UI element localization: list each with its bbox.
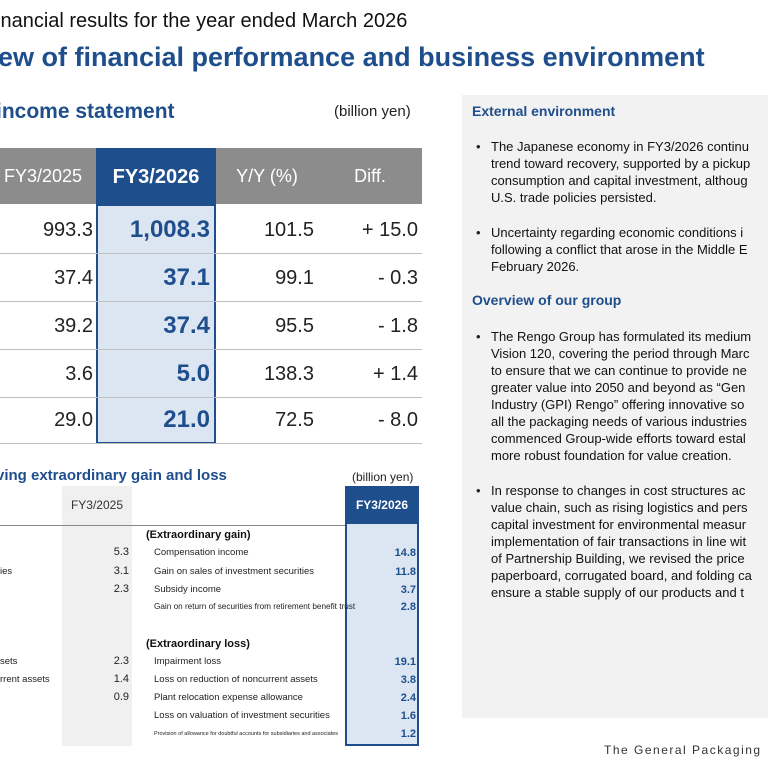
table-row: 39.2 37.4 95.5 - 1.8 xyxy=(0,302,422,350)
cell-diff: - 1.8 xyxy=(377,315,418,337)
bullet-line: of Partnership Building, we revised the … xyxy=(491,551,745,566)
loss-item-value: 19.1 xyxy=(394,656,416,668)
loss-item-value: 3.8 xyxy=(400,674,416,686)
bullet-line: trend toward recovery, supported by a pi… xyxy=(491,156,751,171)
bullet-icon: • xyxy=(476,329,481,344)
table-row: 29.0 21.0 72.5 - 8.0 xyxy=(0,396,422,444)
col-header-fy2025: FY3/2025 xyxy=(3,166,83,186)
bullet-line: following a conflict that arose in the M… xyxy=(491,242,748,257)
bullet-line: Vision 120, covering the period through … xyxy=(491,346,750,361)
gain-item-label: Gain on return of securities from retire… xyxy=(154,602,356,611)
cell-diff: + 15.0 xyxy=(361,219,418,241)
table-row: 37.4 37.1 99.1 - 0.3 xyxy=(0,254,422,302)
table-row: 993.3 1,008.3 101.5 + 15.0 xyxy=(0,206,422,254)
page-title: ew of financial performance and business… xyxy=(0,42,705,72)
loss-item-value: 2.4 xyxy=(400,692,416,704)
bullet-line: ensure a stable supply of our products a… xyxy=(491,585,744,600)
ex-left-label: sets xyxy=(0,656,18,667)
cell-yoy: 95.5 xyxy=(275,315,314,337)
gain-item-value: 3.7 xyxy=(400,584,416,596)
ex-left-value: 3.1 xyxy=(113,565,129,577)
bullet-line: February 2026. xyxy=(491,259,580,274)
bullet-line: The Rengo Group has formulated its mediu… xyxy=(491,329,752,344)
cell-diff: + 1.4 xyxy=(372,363,418,385)
ex-left-value: 2.3 xyxy=(113,655,129,667)
bullet-line: paperboard, corrugated board, and foldin… xyxy=(491,568,752,583)
cell-fy2026: 21.0 xyxy=(163,406,210,433)
gain-item-label: Gain on sales of investment securities xyxy=(154,566,314,577)
bullet-line: implementation of fair transactions in l… xyxy=(491,534,747,549)
bullet-icon: • xyxy=(476,225,481,240)
cell-fy2026: 1,008.3 xyxy=(129,216,210,243)
cell-fy2026: 37.1 xyxy=(163,264,210,291)
cell-diff: - 8.0 xyxy=(377,409,418,431)
loss-item-label: Provision of allowance for doubtful acco… xyxy=(154,731,339,737)
cell-fy2025: 3.6 xyxy=(65,363,93,385)
cell-fy2025: 39.2 xyxy=(54,315,93,337)
loss-item-value: 1.2 xyxy=(400,728,416,740)
cell-fy2025: 29.0 xyxy=(54,409,93,431)
bullet-line: Industry (GPI) Rengo” offering innovativ… xyxy=(491,397,745,412)
ex-left-value: 2.3 xyxy=(113,583,129,595)
col-header-yoy: Y/Y (%) xyxy=(236,166,298,186)
ex-col-header-fy2025: FY3/2025 xyxy=(62,486,132,524)
bullet-line: The Japanese economy in FY3/2026 continu xyxy=(491,139,750,154)
bullet-line: In response to changes in cost structure… xyxy=(491,483,746,498)
extraordinary-unit-label: (billion yen) xyxy=(352,470,414,484)
bullet-line: greater value into 2050 and beyond as “G… xyxy=(491,380,746,395)
bullet-line: more robust foundation for value creatio… xyxy=(491,448,732,463)
extraordinary-gain-title: (Extraordinary gain) xyxy=(146,529,251,541)
bullet-icon: • xyxy=(476,483,481,498)
bullet-line: commenced Group-wide efforts toward esta… xyxy=(491,431,746,446)
cell-yoy: 72.5 xyxy=(275,409,314,431)
extraordinary-loss-title: (Extraordinary loss) xyxy=(146,638,250,650)
cell-fy2025: 993.3 xyxy=(42,219,93,241)
fy2026-column-box xyxy=(345,486,419,746)
loss-item-label: Plant relocation expense allowance xyxy=(154,692,303,703)
loss-item-label: Impairment loss xyxy=(154,656,222,667)
loss-item-label: Loss on reduction of noncurrent assets xyxy=(154,674,318,685)
cell-yoy: 99.1 xyxy=(275,267,314,289)
bullet-line: consumption and capital investment, alth… xyxy=(491,173,748,188)
ex-left-value: 0.9 xyxy=(113,691,129,703)
cell-fy2025: 37.4 xyxy=(54,267,93,289)
business-environment-panel: External environment • The Japanese econ… xyxy=(462,95,768,718)
footer-brand: The General Packaging xyxy=(604,743,762,757)
bullet-line: U.S. trade policies persisted. xyxy=(491,190,657,205)
bullet-line: all the packaging needs of various indus… xyxy=(491,414,747,429)
gain-item-label: Subsidy income xyxy=(154,584,222,595)
income-statement-heading: income statement xyxy=(0,100,175,123)
gain-item-value: 14.8 xyxy=(394,547,416,559)
gain-item-value: 11.8 xyxy=(395,566,416,578)
bullet-line: Uncertainty regarding economic condition… xyxy=(491,225,744,240)
ex-col-header-fy2026: FY3/2026 xyxy=(345,486,419,524)
cell-yoy: 138.3 xyxy=(263,363,314,385)
col-header-fy2026: FY3/2026 xyxy=(96,148,216,206)
fy2025-column-shade xyxy=(62,524,132,746)
gain-item-value: 2.8 xyxy=(400,601,416,613)
gain-item-label: Compensation income xyxy=(154,547,249,558)
bullet-line: value chain, such as rising logistics an… xyxy=(491,500,748,515)
table-row: 3.6 5.0 138.3 + 1.4 xyxy=(0,350,422,398)
col-header-diff: Diff. xyxy=(354,166,386,186)
loss-item-label: Loss on valuation of investment securiti… xyxy=(154,710,330,721)
ex-left-label: ies xyxy=(0,566,13,577)
report-subtitle: inancial results for the year ended Marc… xyxy=(0,10,408,32)
loss-item-value: 1.6 xyxy=(400,710,416,722)
income-unit-label: (billion yen) xyxy=(334,103,411,120)
external-environment-heading: External environment xyxy=(472,103,616,119)
ex-left-value: 5.3 xyxy=(113,546,129,558)
group-overview-heading: Overview of our group xyxy=(472,292,622,308)
cell-yoy: 101.5 xyxy=(263,219,314,241)
cell-fy2026: 5.0 xyxy=(176,360,210,387)
bullet-line: capital investment for environmental mea… xyxy=(491,517,747,532)
ex-left-value: 1.4 xyxy=(113,673,129,685)
ex-header-divider xyxy=(0,525,345,526)
bullet-icon: • xyxy=(476,139,481,154)
bullet-line: to ensure that we can continue to provid… xyxy=(491,363,747,378)
cell-fy2026: 37.4 xyxy=(163,312,210,339)
ex-left-label: rrent assets xyxy=(0,674,50,685)
cell-diff: - 0.3 xyxy=(377,267,418,289)
extraordinary-heading: ving extraordinary gain and loss xyxy=(0,467,227,484)
